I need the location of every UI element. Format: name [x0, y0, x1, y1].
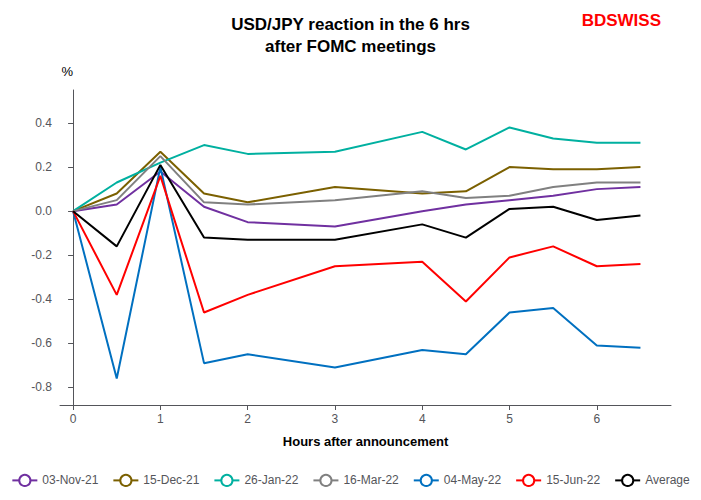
svg-text:0.0: 0.0 — [35, 204, 52, 218]
svg-text:USD/JPY reaction in the 6 hrs: USD/JPY reaction in the 6 hrs — [231, 15, 470, 34]
svg-text:15-Jun-22: 15-Jun-22 — [546, 473, 600, 487]
svg-text:6: 6 — [593, 412, 600, 426]
svg-text:0: 0 — [70, 412, 77, 426]
svg-text:5: 5 — [506, 412, 513, 426]
svg-text:2: 2 — [244, 412, 251, 426]
svg-text:Hours after announcement: Hours after announcement — [283, 434, 449, 449]
svg-text:1: 1 — [157, 412, 164, 426]
svg-text:26-Jan-22: 26-Jan-22 — [244, 473, 298, 487]
svg-text:0.4: 0.4 — [35, 116, 52, 130]
svg-text:-0.8: -0.8 — [31, 380, 52, 394]
svg-text:03-Nov-21: 03-Nov-21 — [42, 473, 98, 487]
svg-text:-0.4: -0.4 — [31, 292, 52, 306]
svg-text:0.2: 0.2 — [35, 160, 52, 174]
svg-text:3: 3 — [332, 412, 339, 426]
svg-text:after FOMC meetings: after FOMC meetings — [265, 37, 436, 56]
svg-text:15-Dec-21: 15-Dec-21 — [143, 473, 199, 487]
svg-text:04-May-22: 04-May-22 — [444, 473, 502, 487]
svg-text:4: 4 — [419, 412, 426, 426]
svg-text:16-Mar-22: 16-Mar-22 — [343, 473, 399, 487]
svg-text:-0.6: -0.6 — [31, 336, 52, 350]
svg-text:Average: Average — [645, 473, 690, 487]
svg-text:%: % — [62, 64, 74, 79]
svg-text:-0.2: -0.2 — [31, 248, 52, 262]
svg-text:BDSWISS: BDSWISS — [582, 11, 661, 30]
